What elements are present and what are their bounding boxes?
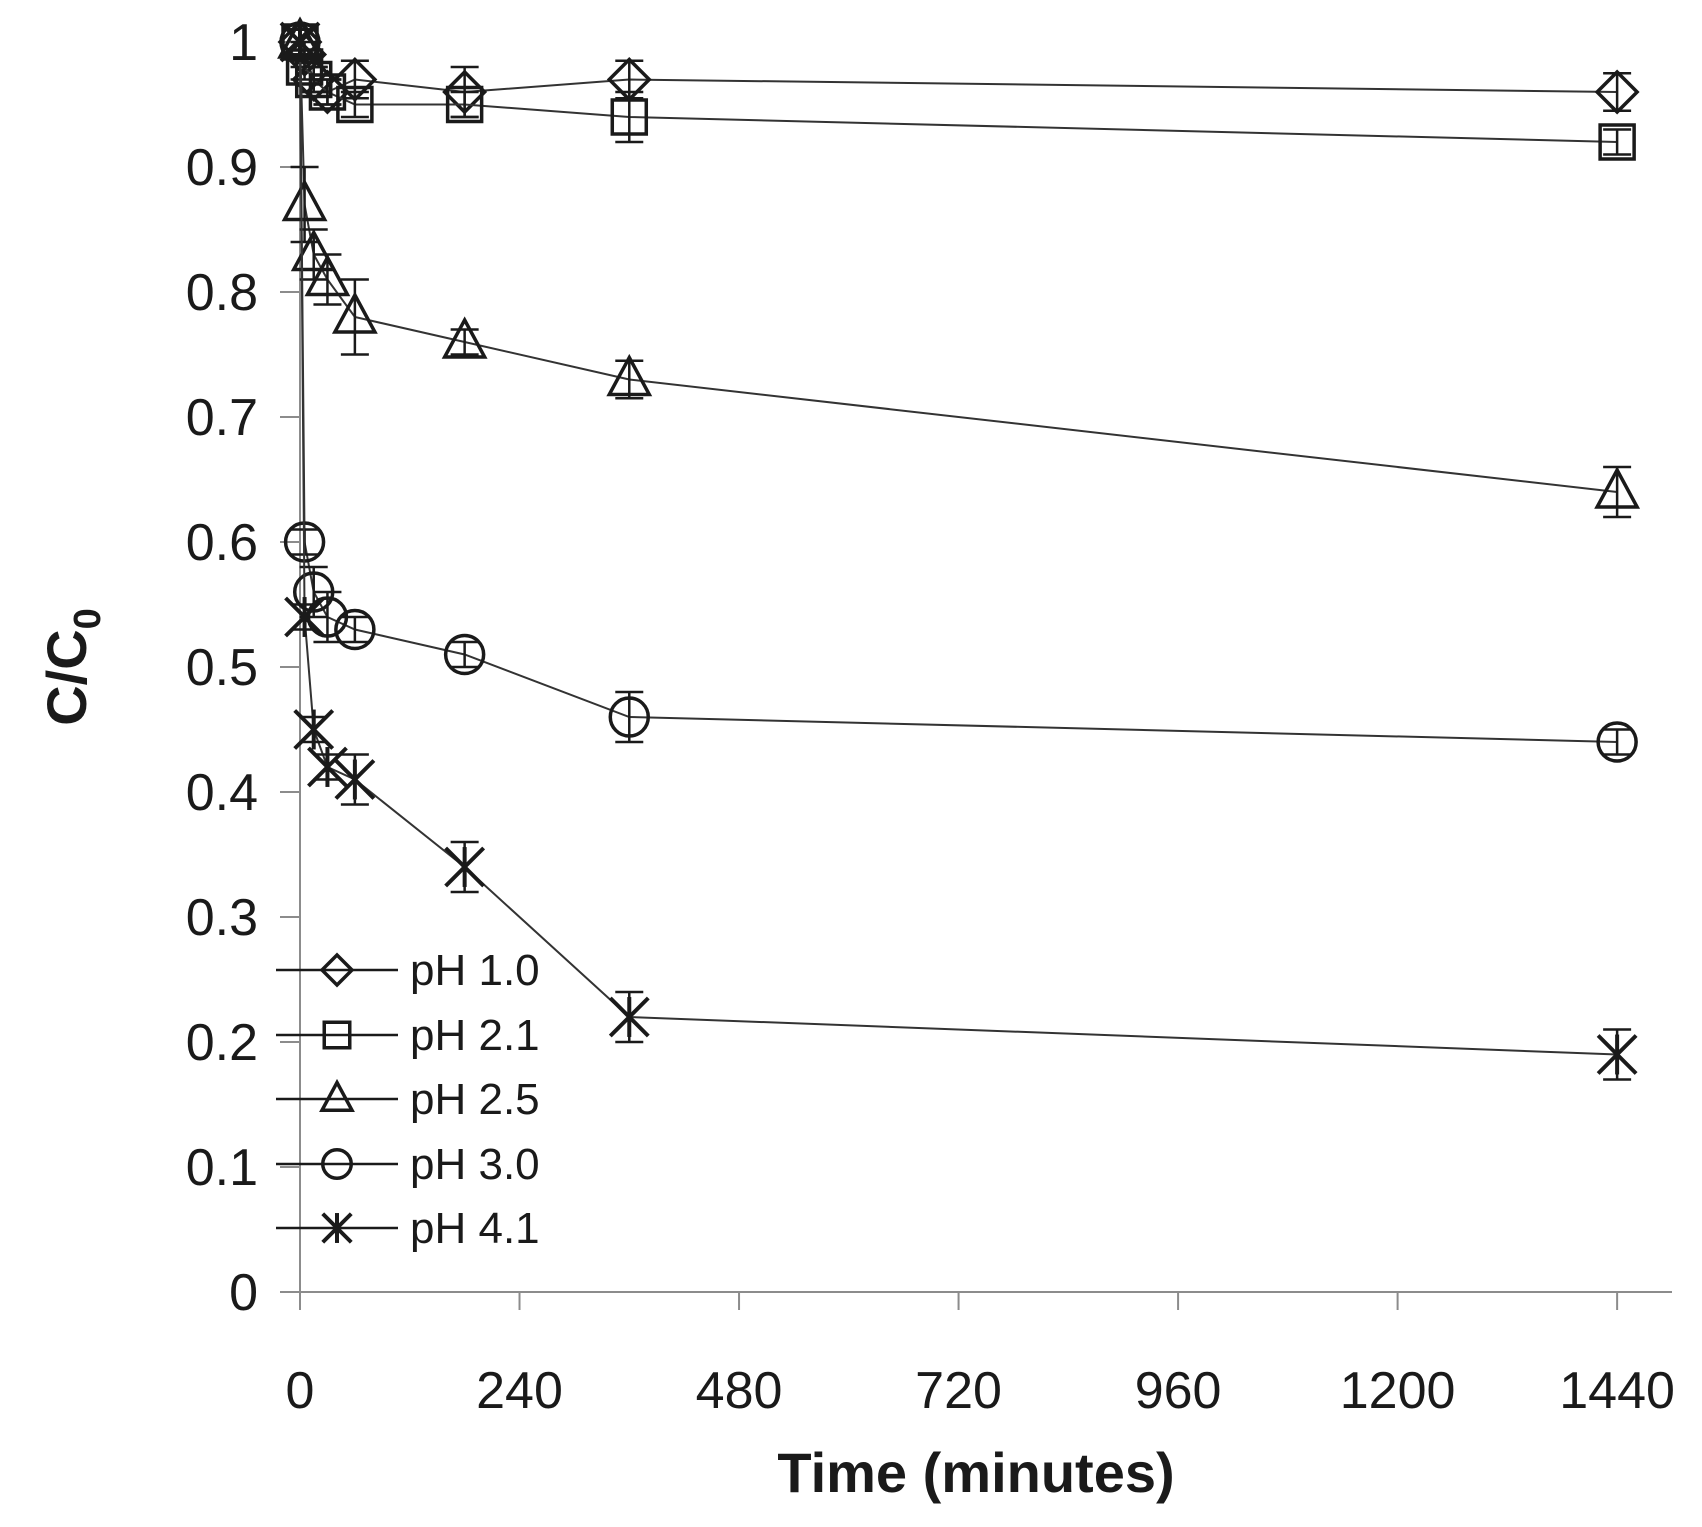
- x-tick-label: 1200: [1340, 1362, 1456, 1420]
- series-ph-1-0: [277, 19, 1640, 119]
- series-ph-3-0: [279, 21, 1638, 763]
- x-tick-label: 480: [696, 1362, 783, 1420]
- data-point: [1596, 721, 1638, 763]
- y-tick-label: 1: [229, 14, 258, 72]
- data-point: [336, 85, 374, 124]
- series-line: [299, 41, 1618, 493]
- data-point: [443, 633, 486, 676]
- legend-item: pH 4.1: [276, 1204, 540, 1253]
- y-tick-label: 0.8: [186, 264, 258, 322]
- series-line: [299, 41, 1618, 1056]
- data-point: [1596, 1034, 1638, 1075]
- x-tick-label: 960: [1135, 1362, 1222, 1420]
- data-point: [293, 709, 335, 750]
- y-tick-label: 0.7: [186, 389, 258, 447]
- y-tick-label: 0.5: [186, 639, 258, 697]
- legend-marker: [322, 1020, 352, 1050]
- legend-marker: [319, 1078, 355, 1112]
- x-tick-label: 1440: [1559, 1362, 1675, 1420]
- data-point: [334, 608, 376, 651]
- data-point: [307, 746, 348, 788]
- legend-item: pH 1.0: [276, 946, 540, 995]
- legend: pH 1.0 pH 2.1 pH 2.5 pH 3.0 pH 4.1: [276, 946, 540, 1253]
- data-point: [608, 696, 651, 738]
- data-point: [441, 316, 488, 359]
- legend-label: pH 4.1: [410, 1204, 540, 1253]
- series-ph-4-1: [279, 21, 1638, 1081]
- series-line: [299, 41, 1618, 94]
- legend-label: pH 1.0: [410, 946, 540, 995]
- data-point: [304, 253, 351, 297]
- data-point: [445, 85, 484, 124]
- data-point: [284, 596, 325, 638]
- axis-ticks: 0 0.1 0.2 0.3 0.4 0.5 0.6 0.7 0.8 0.9 1 0 240 480 720 9…: [186, 14, 1675, 1420]
- x-tick-label: 0: [286, 1362, 315, 1420]
- x-tick-label: 720: [915, 1362, 1002, 1420]
- series-line: [299, 41, 1618, 143]
- y-tick-label: 0.3: [186, 889, 258, 947]
- legend-item: pH 2.5: [276, 1075, 540, 1124]
- legend-item: pH 3.0: [276, 1140, 540, 1189]
- data-point: [281, 178, 328, 222]
- x-axis-title: Time (minutes): [777, 1441, 1174, 1504]
- data-point: [610, 98, 649, 136]
- data-point: [1594, 69, 1640, 115]
- data-point: [606, 353, 653, 397]
- data-point: [444, 846, 486, 888]
- x-tick-label: 240: [476, 1362, 563, 1420]
- y-tick-label: 0.9: [186, 139, 258, 197]
- y-tick-label: 0.1: [186, 1139, 258, 1197]
- y-tick-label: 0.2: [186, 1014, 258, 1072]
- data-point: [331, 291, 378, 334]
- data-point: [608, 996, 650, 1038]
- legend-marker: [319, 952, 355, 988]
- y-tick-label: 0.6: [186, 514, 258, 572]
- data-point: [279, 21, 321, 63]
- series-line: [299, 41, 1618, 743]
- legend-label: pH 2.5: [410, 1075, 540, 1124]
- series-group: [277, 16, 1641, 1081]
- legend-label: pH 2.1: [410, 1011, 540, 1060]
- data-point: [290, 228, 337, 272]
- legend-label: pH 3.0: [410, 1140, 540, 1189]
- y-tick-label: 0: [229, 1264, 258, 1322]
- y-axis-title-subscript: 0: [67, 608, 109, 629]
- series-ph-2-1: [281, 23, 1636, 161]
- y-tick-label: 0.4: [186, 764, 258, 822]
- legend-marker: [321, 1212, 353, 1244]
- y-axis-title-main: C/C: [35, 629, 98, 725]
- legend-marker: [321, 1148, 353, 1180]
- data-point: [1598, 123, 1636, 161]
- data-point: [334, 759, 376, 800]
- y-axis-title: C/C0: [35, 608, 109, 726]
- legend-item: pH 2.1: [276, 1011, 540, 1060]
- data-point: [1594, 466, 1641, 509]
